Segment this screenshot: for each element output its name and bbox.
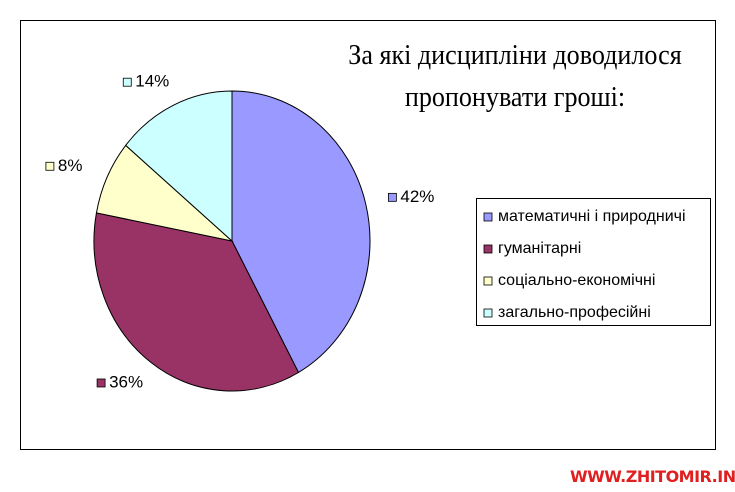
pie-slice bbox=[231, 90, 371, 374]
legend-swatch bbox=[483, 244, 493, 254]
pie-slice bbox=[124, 90, 233, 243]
pie-slice bbox=[93, 212, 300, 392]
legend-swatch bbox=[483, 276, 493, 286]
label-swatch bbox=[122, 77, 132, 87]
legend-label: загально-професійні bbox=[498, 304, 651, 321]
legend-swatch bbox=[483, 212, 493, 222]
legend-label: математичні і природничі bbox=[498, 208, 686, 225]
chart-title: За які дисципліни доводилося пропонувати… bbox=[348, 39, 682, 113]
data-label: 36% bbox=[109, 372, 143, 391]
data-label: 42% bbox=[400, 187, 434, 206]
label-swatch bbox=[96, 378, 106, 388]
legend-label: соціально-економічні bbox=[498, 272, 655, 289]
watermark: WWW.ZHITOMIR.INFO bbox=[570, 467, 735, 486]
legend-box bbox=[476, 198, 711, 326]
legend-swatch bbox=[483, 308, 493, 318]
data-label: 8% bbox=[58, 156, 83, 175]
legend-label: гуманітарні bbox=[498, 240, 581, 257]
data-label: 14% bbox=[135, 72, 169, 91]
label-swatch bbox=[45, 161, 55, 171]
label-swatch bbox=[387, 192, 397, 202]
